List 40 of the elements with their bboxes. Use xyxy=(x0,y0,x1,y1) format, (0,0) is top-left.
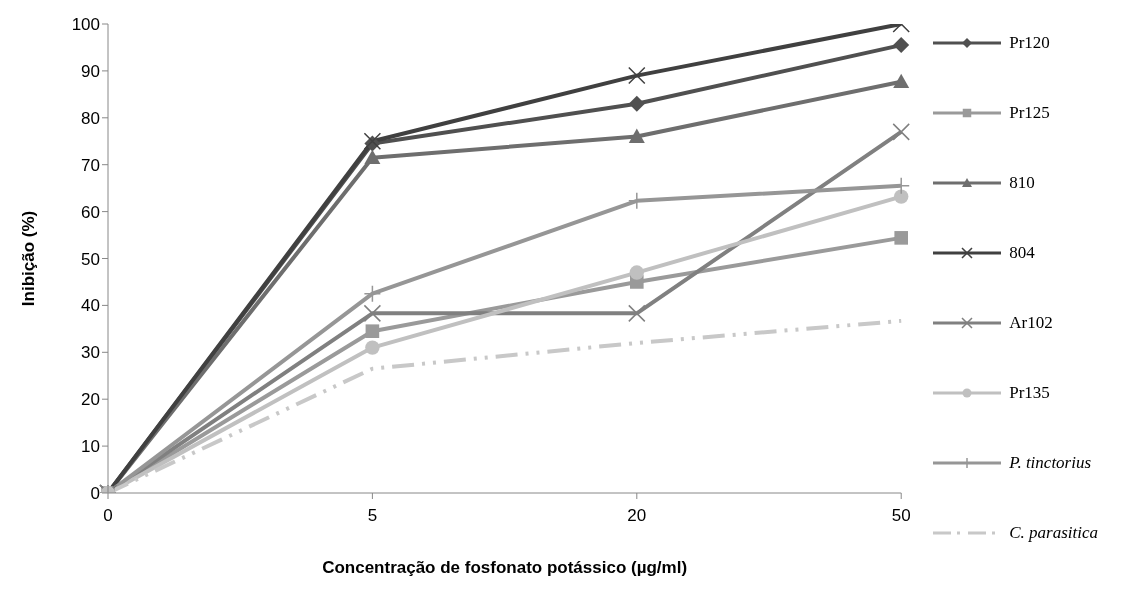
y-tick-label: 80 xyxy=(81,108,100,128)
y-tick-label: 100 xyxy=(71,15,100,35)
point xyxy=(365,324,380,338)
legend-label: 804 xyxy=(1009,243,1035,263)
y-tick-label: 40 xyxy=(81,296,100,316)
legend-label: C. parasitica xyxy=(1009,523,1098,543)
x-tick-label: 5 xyxy=(367,506,378,526)
point xyxy=(628,128,645,143)
y-tick-label: 30 xyxy=(81,343,100,363)
point xyxy=(364,149,381,165)
point xyxy=(628,95,645,112)
point xyxy=(365,340,380,355)
legend-label: Pr125 xyxy=(1009,103,1050,123)
point xyxy=(628,66,646,85)
x-axis-title: Concentração de fosfonato potássico (µg/ml) xyxy=(322,558,688,577)
point xyxy=(363,304,382,323)
y-tick-label: 20 xyxy=(81,390,100,410)
point xyxy=(894,231,908,245)
y-tick-label: 10 xyxy=(81,437,100,457)
y-axis-title: Inibição (%) xyxy=(19,210,39,307)
point xyxy=(893,73,910,89)
point xyxy=(363,284,382,303)
y-tick-label: 0 xyxy=(90,484,100,504)
x-tick-label: 50 xyxy=(891,506,911,526)
x-tick-label: 20 xyxy=(627,506,647,526)
y-tick-label: 50 xyxy=(81,249,100,269)
legend-label: Pr135 xyxy=(1009,383,1050,403)
x-tick-label: 0 xyxy=(103,506,113,526)
legend-label: Pr120 xyxy=(1009,33,1050,53)
y-tick-label: 90 xyxy=(81,61,100,81)
point xyxy=(893,37,910,54)
legend-label: 810 xyxy=(1009,173,1035,193)
y-tick-label: 70 xyxy=(81,155,100,175)
legend-label: P. tinctorius xyxy=(1009,453,1092,473)
point xyxy=(894,189,909,204)
point xyxy=(629,265,644,280)
point xyxy=(628,304,646,323)
y-tick-label: 60 xyxy=(81,202,100,222)
legend-label: Ar102 xyxy=(1009,313,1053,333)
point xyxy=(892,123,910,141)
